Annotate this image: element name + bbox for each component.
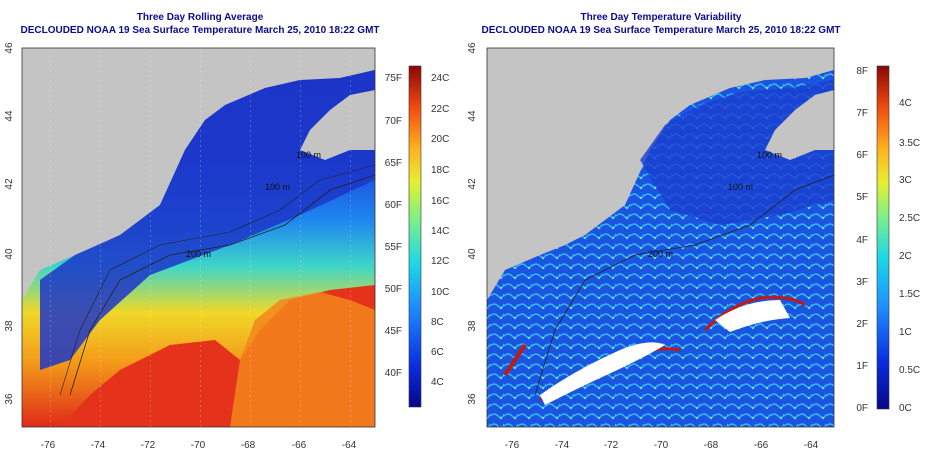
left-colorbar-c-label: 24C [431,73,449,84]
right-nova-scotia [765,90,834,160]
left-colorbar-c-label: 20C [431,134,449,145]
left-y-tick-label: 38 [4,320,15,332]
right-colorbar-c-label: 1.5C [899,289,920,300]
right-x-tick-label: -74 [555,440,570,451]
left-y-axis: 36 38 40 42 44 46 [4,42,15,405]
right-map-frame [486,47,835,428]
right-colorbar-f-labels: 8F 7F 6F 5F 4F 3F 2F 1F 0F [856,66,868,414]
right-colorbar-f-label: 2F [856,319,868,330]
left-colorbar-f-labels: 75F 70F 65F 60F 55F 50F 45F 40F [385,73,402,379]
right-cloud-gap [715,300,790,332]
left-colorbar-c-label: 18C [431,165,449,176]
left-colorbar-f-label: 60F [385,200,402,211]
left-colorbar-f-label: 75F [385,73,402,84]
right-colorbar-f-label: 0F [856,403,868,414]
left-x-tick-label: -72 [141,440,156,451]
right-colorbar-c-label: 2.5C [899,213,920,224]
left-y-tick-label: 36 [4,393,15,405]
left-colorbar-c-labels: 24C 22C 20C 18C 16C 14C 12C 10C 8C 6C 4C [431,73,449,388]
left-contour-label: 100 m [296,150,321,160]
left-x-tick-label: -74 [91,440,106,451]
left-x-tick-label: -64 [342,440,357,451]
left-map-title: Three Day Rolling Average [136,12,264,23]
right-colorbar-c-label: 4C [899,98,912,109]
left-colorbar-c-label: 16C [431,196,449,207]
left-depth-contour [69,174,375,396]
left-depth-contour-2 [59,164,375,396]
left-colorbar-c-label: 6C [431,347,444,358]
right-y-tick-label: 38 [467,320,478,332]
left-colorbar-c-label: 10C [431,287,449,298]
right-colorbar-f-label: 1F [856,361,868,372]
right-colorbar-f-label: 6F [856,150,868,161]
right-map-subtitle: DECLOUDED NOAA 19 Sea Surface Temperatur… [481,25,841,36]
right-x-tick-label: -70 [654,440,669,451]
left-map-subtitle: DECLOUDED NOAA 19 Sea Surface Temperatur… [20,25,380,36]
left-colorbar [408,65,422,408]
right-front-streak [503,343,527,377]
right-shelf-water [640,80,834,225]
right-colorbar-c-label: 0.5C [899,365,920,376]
right-x-tick-label: -68 [704,440,719,451]
right-colorbar-c-label: 1C [899,327,912,338]
right-y-tick-label: 42 [467,178,478,190]
left-x-tick-label: -76 [41,440,56,451]
left-x-tick-label: -70 [191,440,206,451]
right-x-tick-label: -72 [604,440,619,451]
right-y-tick-label: 36 [467,393,478,405]
left-contour-label: 200 m [186,249,211,259]
right-colorbar-c-label: 3.5C [899,138,920,149]
left-y-tick-label: 46 [4,42,15,54]
right-x-axis: -76 -74 -72 -70 -68 -66 -64 [505,440,819,451]
left-y-tick-label: 40 [4,248,15,260]
left-colorbar-c-label: 22C [431,104,449,115]
right-contour-label: 100 m [728,182,753,192]
right-y-tick-label: 40 [467,248,478,260]
right-contour-label: 200 m [648,249,673,259]
left-colorbar-c-label: 14C [431,226,449,237]
right-depth-contour [534,174,834,396]
left-grid-dashes [22,48,375,427]
left-colorbar-f-label: 45F [385,326,402,337]
left-colorbar-c-label: 12C [431,256,449,267]
left-colorbar-f-label: 55F [385,242,402,253]
right-cloud-gap [540,342,665,405]
right-y-tick-label: 44 [467,110,478,122]
right-x-tick-label: -66 [754,440,769,451]
left-x-tick-label: -68 [241,440,256,451]
left-map-frame [21,47,376,428]
right-colorbar-c-label: 3C [899,175,912,186]
right-y-tick-label: 46 [467,42,478,54]
left-colorbar-f-label: 70F [385,116,402,127]
left-x-axis: -76 -74 -72 -70 -68 -66 -64 [41,440,357,451]
right-y-axis: 36 38 40 42 44 46 [467,42,478,405]
right-colorbar-f-label: 7F [856,108,868,119]
right-colorbar-c-labels: 4C 3.5C 3C 2.5C 2C 1.5C 1C 0.5C 0C [899,98,920,414]
right-colorbar [876,65,890,410]
left-x-tick-label: -66 [292,440,307,451]
right-colorbar-f-label: 8F [856,66,868,77]
left-contour-label: 100 m [265,182,290,192]
right-map-title: Three Day Temperature Variability [580,12,742,23]
left-colorbar-f-label: 65F [385,158,402,169]
right-contour-label: 100 m [757,150,782,160]
left-y-tick-label: 42 [4,178,15,190]
right-colorbar-f-label: 4F [856,235,868,246]
left-y-tick-label: 44 [4,110,15,122]
right-colorbar-f-label: 5F [856,192,868,203]
right-x-tick-label: -64 [804,440,819,451]
right-colorbar-c-label: 0C [899,403,912,414]
left-colorbar-c-label: 4C [431,377,444,388]
right-colorbar-f-label: 3F [856,277,868,288]
left-colorbar-f-label: 50F [385,284,402,295]
right-x-tick-label: -76 [505,440,520,451]
left-colorbar-c-label: 8C [431,317,444,328]
right-colorbar-c-label: 2C [899,251,912,262]
left-colorbar-f-label: 40F [385,368,402,379]
